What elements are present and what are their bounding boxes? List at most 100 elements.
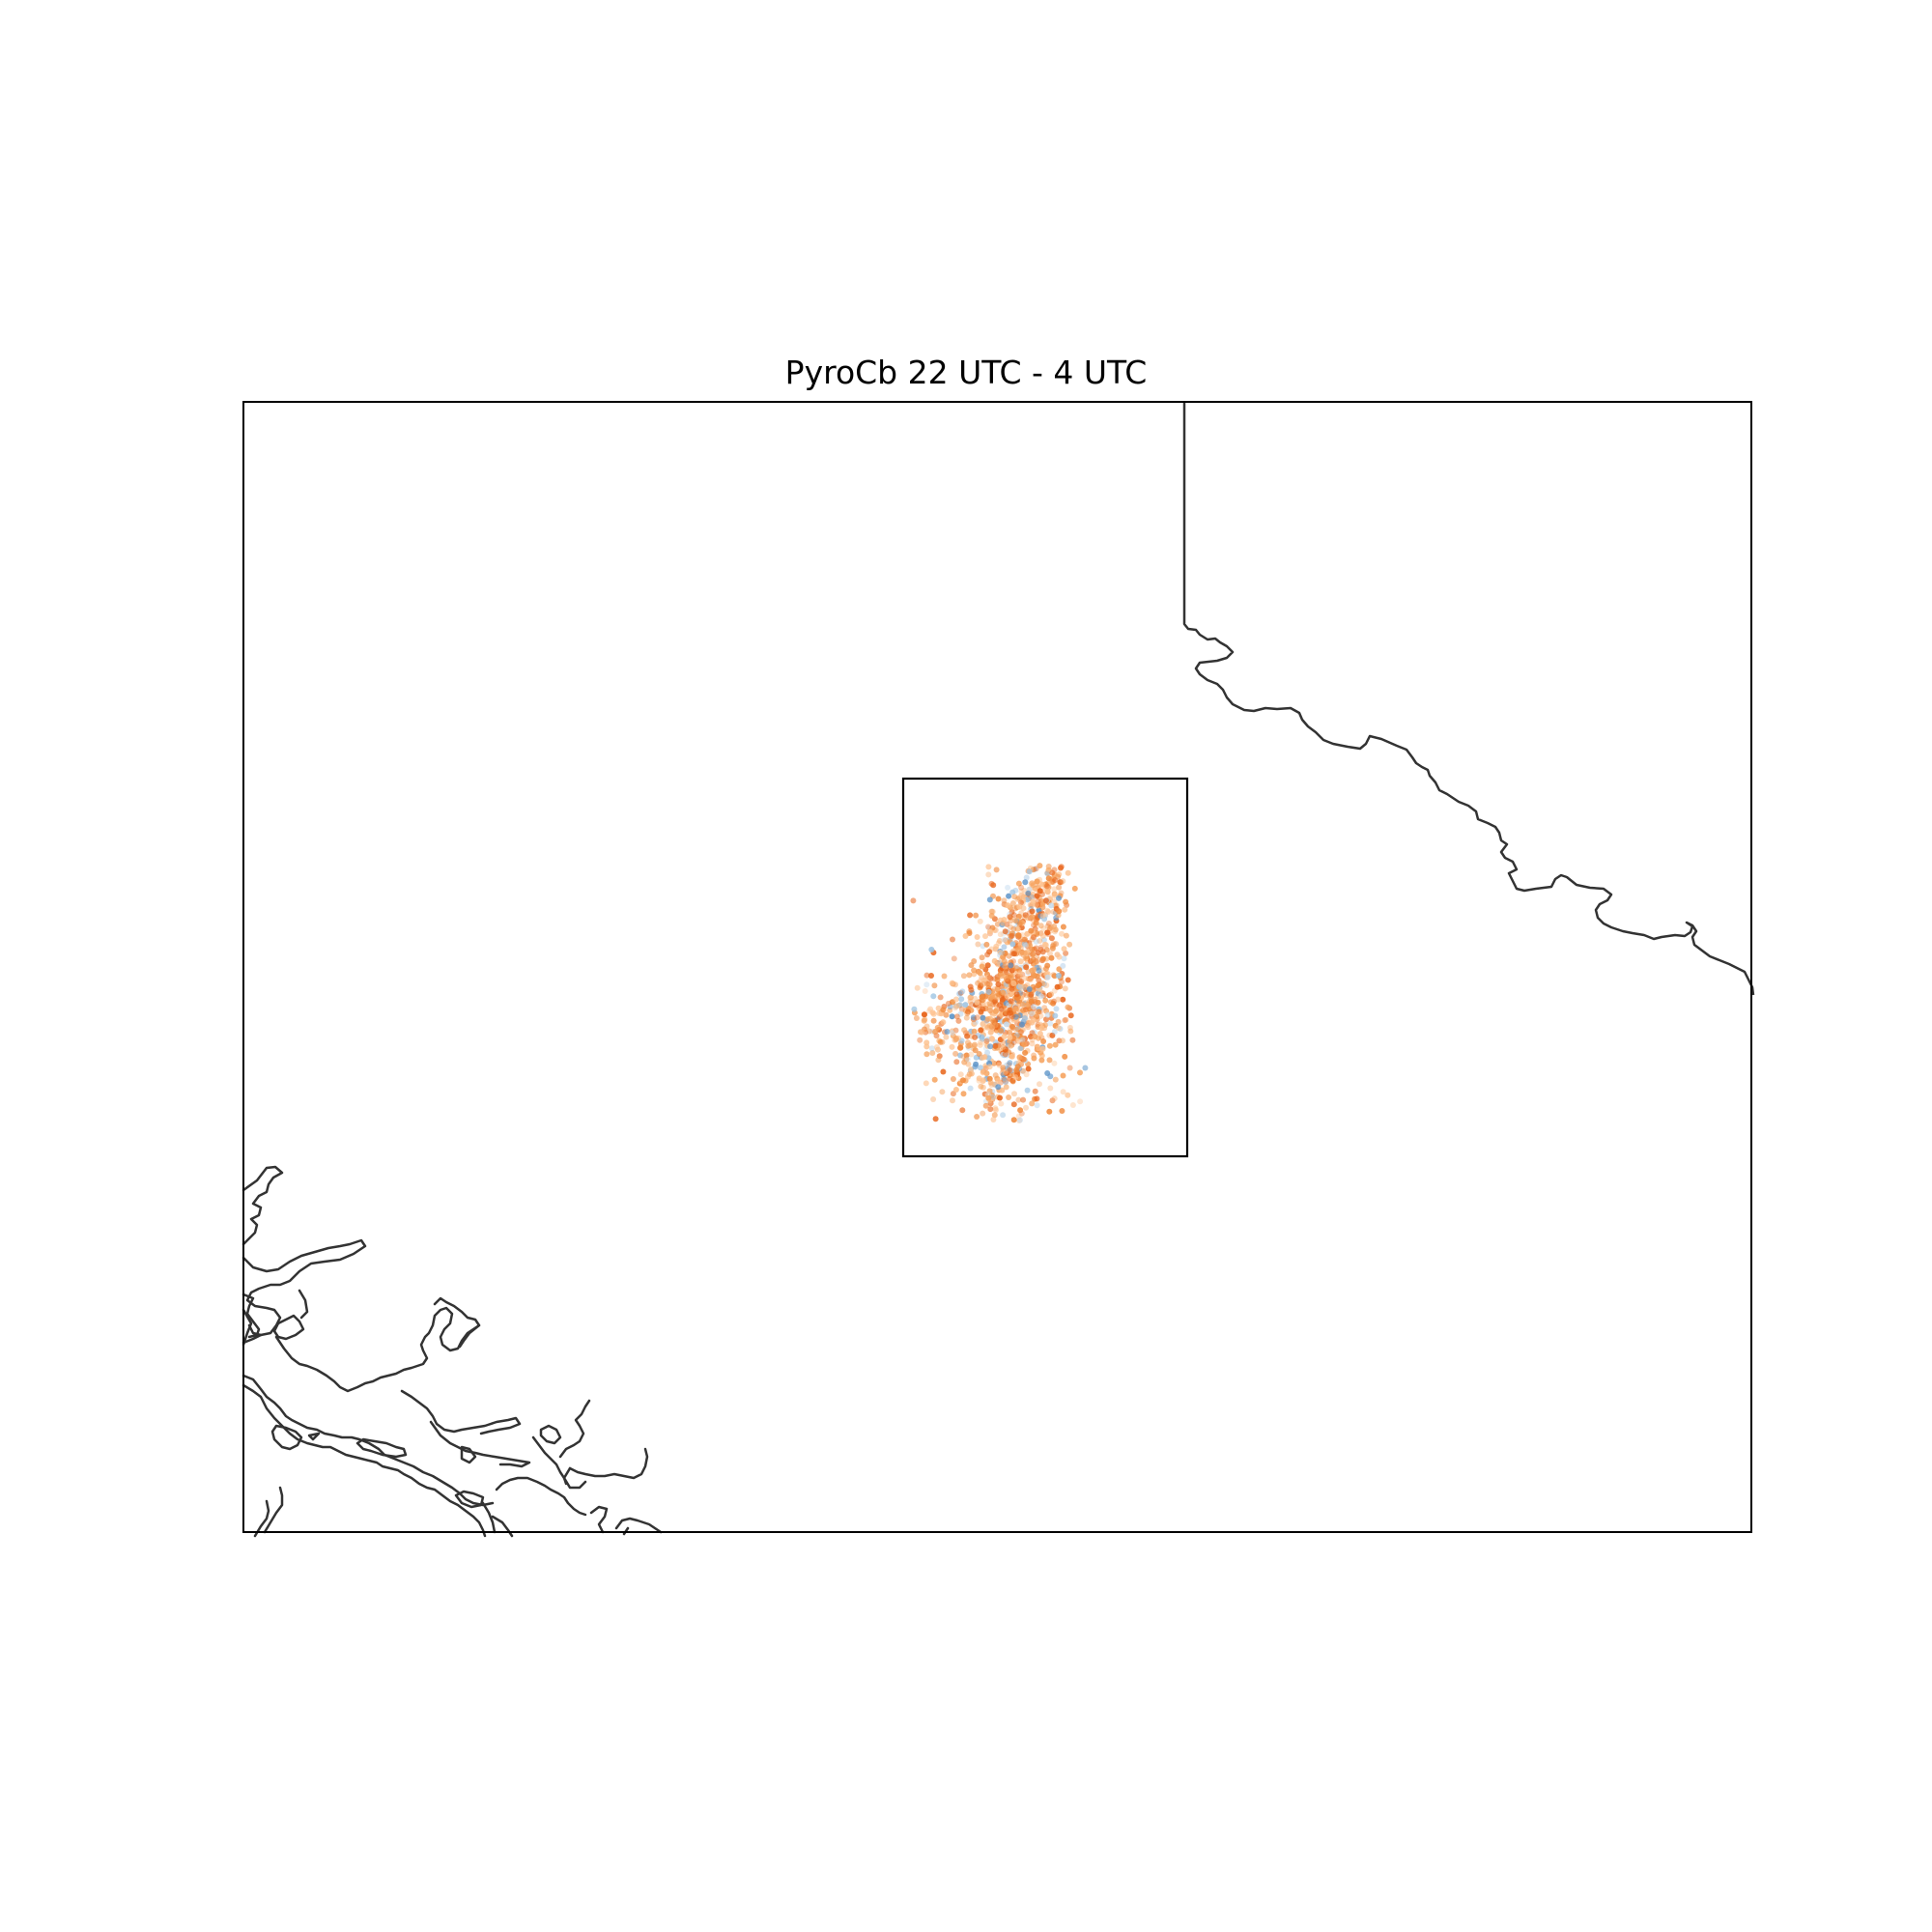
lightning-point — [937, 994, 944, 1001]
lightning-point — [1000, 1112, 1007, 1119]
lightning-point — [1017, 1045, 1024, 1052]
lightning-point — [960, 973, 967, 980]
lightning-point — [964, 1056, 971, 1063]
lightning-point — [1005, 884, 1011, 891]
lightning-point — [1048, 954, 1055, 961]
lightning-point — [1001, 944, 1008, 951]
lightning-point — [1039, 949, 1046, 955]
lightning-point — [1024, 930, 1031, 937]
lightning-point — [984, 1037, 991, 1043]
lightning-point — [953, 1003, 960, 1009]
lightning-point — [1069, 1037, 1076, 1043]
lightning-point — [1039, 932, 1046, 939]
lightning-point — [963, 1052, 970, 1059]
lightning-point — [1027, 942, 1033, 949]
lightning-point — [1012, 1074, 1019, 1081]
lightning-point — [1041, 1005, 1048, 1011]
lightning-point — [1047, 1085, 1054, 1092]
lightning-point — [998, 973, 1005, 980]
lightning-point — [960, 1053, 967, 1060]
lightning-point — [994, 921, 1001, 927]
lightning-point — [952, 1050, 959, 1057]
lightning-point — [949, 980, 955, 986]
lightning-point — [1050, 878, 1057, 885]
lightning-point — [1009, 941, 1016, 948]
lightning-point — [1043, 883, 1050, 890]
lightning-point — [932, 1028, 939, 1035]
lightning-point — [999, 950, 1006, 955]
lightning-point — [1011, 1091, 1017, 1097]
lightning-point — [1065, 1092, 1071, 1098]
lightning-point — [978, 1083, 984, 1090]
lightning-point — [1045, 864, 1052, 869]
lightning-point — [1049, 1097, 1056, 1104]
lightning-point — [1043, 1016, 1049, 1023]
lightning-point — [1007, 1060, 1013, 1066]
lightning-point — [962, 1002, 969, 1009]
lightning-point — [1014, 963, 1020, 969]
lightning-point — [1003, 976, 1009, 982]
lightning-point — [1031, 972, 1037, 979]
lightning-point — [1004, 921, 1010, 927]
lightning-point — [1062, 1053, 1068, 1060]
lightning-point — [984, 1049, 991, 1056]
lightning-point — [1015, 1037, 1022, 1044]
lightning-point — [998, 956, 1005, 963]
lightning-point — [1035, 898, 1041, 905]
lightning-point — [923, 1080, 929, 1087]
lightning-point — [989, 1014, 996, 1020]
lightning-point — [1062, 906, 1068, 913]
lightning-point — [960, 1077, 966, 1084]
lightning-point — [1010, 1101, 1017, 1108]
lightning-point — [985, 864, 992, 870]
lightning-point — [1060, 923, 1066, 930]
lightning-point — [1069, 1102, 1076, 1108]
lightning-point — [1015, 932, 1022, 939]
lightning-point — [1001, 958, 1008, 965]
lightning-point — [1028, 998, 1035, 1005]
lightning-point — [1048, 935, 1055, 942]
lightning-point — [1007, 975, 1013, 981]
lightning-point — [1055, 996, 1062, 1003]
lightning-point — [968, 1066, 975, 1072]
lightning-point — [1018, 1029, 1025, 1036]
lightning-point — [995, 961, 1002, 968]
lightning-point — [1016, 1054, 1023, 1061]
lightning-point — [962, 933, 969, 939]
lightning-point — [1051, 1060, 1058, 1066]
lightning-point — [1014, 973, 1021, 980]
lightning-point — [1018, 919, 1025, 925]
lightning-point — [1002, 950, 1009, 956]
lightning-point — [977, 1041, 983, 1048]
lightning-point — [1017, 970, 1024, 977]
lightning-point — [1027, 952, 1034, 958]
lightning-point — [986, 1000, 993, 1007]
lightning-point — [986, 974, 993, 980]
lightning-point — [1022, 975, 1029, 981]
lightning-point — [1034, 893, 1040, 899]
lightning-point — [1063, 1016, 1069, 1023]
lightning-point — [1013, 991, 1020, 998]
lightning-point — [1058, 865, 1064, 871]
lightning-point — [1030, 951, 1037, 957]
lightning-point — [1015, 947, 1021, 953]
lightning-point — [984, 962, 991, 969]
lightning-point — [1009, 900, 1016, 906]
coastline — [242, 1165, 663, 1538]
lightning-point — [1029, 1010, 1036, 1017]
lightning-point — [1003, 961, 1009, 968]
lightning-point — [950, 1097, 955, 1104]
lightning-point — [985, 1094, 992, 1101]
lightning-point — [956, 990, 963, 997]
lightning-point — [923, 1039, 930, 1046]
lightning-point — [1029, 894, 1036, 900]
lightning-point — [950, 1091, 956, 1097]
lightning-point — [931, 1076, 938, 1083]
lightning-point — [1051, 923, 1058, 929]
lightning-point — [923, 981, 930, 988]
lightning-point — [987, 1100, 994, 1107]
lightning-point — [984, 1024, 991, 1031]
lightning-point — [974, 1014, 980, 1021]
lightning-point — [980, 1014, 986, 1021]
